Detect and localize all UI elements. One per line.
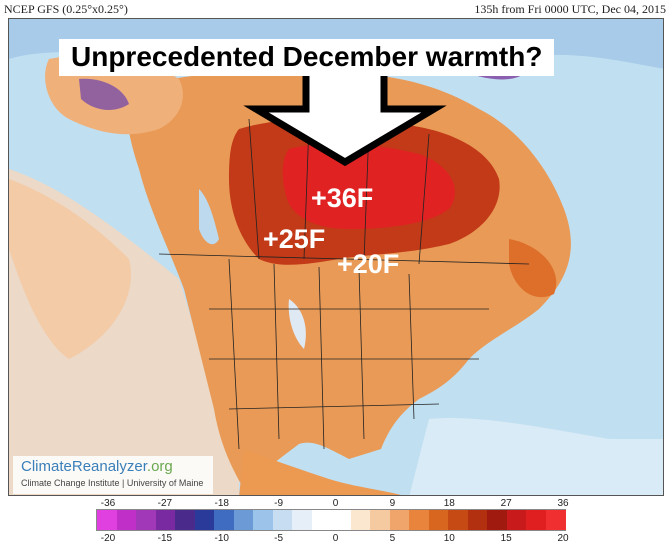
legend-tick-celsius: 0: [332, 533, 339, 544]
rockies-cool-strip: [199, 189, 219, 245]
legend-tick-celsius: -15: [157, 533, 173, 544]
legend-color-cell: [448, 510, 468, 530]
atlantic-warm-patch: [509, 239, 557, 298]
legend-tick-celsius: 20: [557, 533, 569, 544]
legend-color-cell: [389, 510, 410, 530]
state-line-5: [408, 273, 415, 420]
logo-brand: ClimateReanalyzer.org: [21, 458, 173, 475]
legend-tick-celsius: 10: [443, 533, 455, 544]
legend-tick-fahrenheit: 9: [389, 498, 396, 509]
province-line-4: [418, 133, 430, 265]
state-line-3: [318, 266, 325, 450]
legend-color-cell: [428, 510, 449, 530]
legend-color-cell: [97, 510, 117, 530]
legend-color-cell: [467, 510, 488, 530]
logo-subtitle: Climate Change Institute | University of…: [21, 478, 204, 488]
legend-tick-celsius: -10: [214, 533, 229, 544]
legend-color-cell: [409, 510, 429, 530]
map-canvas: [9, 19, 663, 495]
state-line-4: [358, 268, 365, 440]
model-label: NCEP GFS (0.25°x0.25°): [4, 2, 128, 16]
map-header: NCEP GFS (0.25°x0.25°) 135h from Fri 000…: [0, 0, 672, 18]
legend-tick-fahrenheit: 0: [332, 498, 339, 509]
state-line-2: [273, 263, 280, 440]
state-line-1: [228, 258, 240, 450]
legend-color-cell: [370, 510, 390, 530]
legend-tick-fahrenheit: 18: [443, 498, 455, 509]
anomaly-label-canada: +36F: [311, 183, 374, 213]
legend-tick-celsius: -5: [274, 533, 284, 544]
legend-color-cell: [331, 510, 351, 530]
legend-tick-celsius: -20: [100, 533, 116, 544]
province-line-1: [248, 118, 260, 260]
caribbean-sea: [409, 418, 663, 495]
legend-tick-fahrenheit: -36: [100, 498, 116, 509]
legend-tick-celsius: 15: [500, 533, 512, 544]
legend-color-cell: [116, 510, 137, 530]
canada-extreme-core: [282, 143, 455, 229]
province-line-2: [303, 123, 310, 260]
anomaly-label-central: +20F: [337, 249, 400, 279]
legend-color-cell: [526, 510, 546, 530]
legend-color-cell: [253, 510, 273, 530]
forecast-time-label: 135h from Fri 0000 UTC, Dec 04, 2015: [474, 2, 666, 16]
legend-color-cell: [194, 510, 215, 530]
us-mexico-border: [228, 403, 440, 410]
legend-color-cell: [272, 510, 293, 530]
temperature-anomaly-map[interactable]: Unprecedented December warmth? +36F +25F…: [8, 18, 664, 496]
legend-color-cell: [545, 510, 566, 530]
legend-color-cell: [233, 510, 254, 530]
legend-tick-fahrenheit: -9: [274, 498, 284, 509]
us-canada-border: [158, 253, 530, 265]
legend-color-cell: [292, 510, 312, 530]
legend-tick-fahrenheit: 27: [500, 498, 512, 509]
anomaly-label-west: +25F: [263, 224, 326, 254]
legend-color-cell: [214, 510, 234, 530]
climate-reanalyzer-logo[interactable]: ClimateReanalyzer.org Climate Change Ins…: [13, 456, 213, 494]
legend-tick-celsius: 5: [389, 533, 396, 544]
legend-color-cell: [311, 510, 332, 530]
alaska-cold-spot: [79, 78, 129, 111]
legend-color-cell: [136, 510, 156, 530]
map-title: Unprecedented December warmth?: [59, 39, 555, 76]
legend-color-cell: [155, 510, 176, 530]
legend-tick-fahrenheit: 36: [557, 498, 569, 509]
mexico-land: [239, 449, 402, 495]
legend-ticks-bottom: -20 -15 -10 -5 0 5 10 15 20: [0, 533, 672, 547]
color-scale-legend: [96, 509, 566, 531]
legend-ticks-top: -36 -27 -18 -9 0 9 18 27 36: [0, 498, 672, 512]
pacific-warm-core: [9, 179, 131, 359]
legend-color-cell: [487, 510, 507, 530]
legend-color-cell: [350, 510, 371, 530]
borders: [158, 118, 530, 450]
legend-tick-fahrenheit: -18: [214, 498, 229, 509]
legend-color-cell: [506, 510, 527, 530]
legend-tick-fahrenheit: -27: [157, 498, 173, 509]
legend-color-cell: [175, 510, 195, 530]
great-plains-neutral-spot: [288, 299, 306, 349]
